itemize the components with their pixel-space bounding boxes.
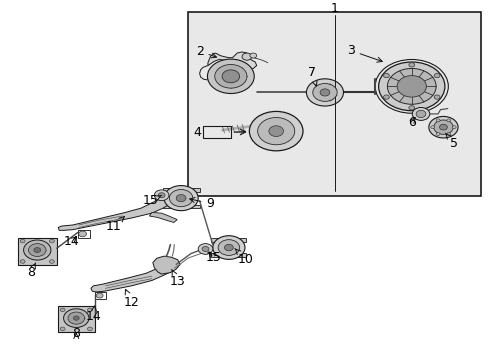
Circle shape (222, 70, 239, 83)
Polygon shape (162, 188, 199, 192)
Circle shape (415, 111, 425, 117)
Text: 14: 14 (85, 306, 101, 323)
Circle shape (87, 308, 92, 312)
Circle shape (320, 89, 329, 96)
Text: 8: 8 (27, 263, 36, 279)
Polygon shape (162, 204, 199, 208)
Circle shape (408, 63, 414, 67)
Text: 1: 1 (330, 3, 338, 15)
Circle shape (212, 236, 244, 259)
Circle shape (435, 119, 439, 122)
Circle shape (28, 244, 46, 256)
Polygon shape (18, 238, 57, 265)
Circle shape (396, 76, 426, 97)
Circle shape (49, 260, 54, 263)
Polygon shape (153, 256, 180, 274)
Text: 9: 9 (189, 197, 214, 210)
Text: 10: 10 (234, 248, 253, 266)
Circle shape (207, 59, 254, 94)
Circle shape (249, 112, 303, 151)
Circle shape (87, 327, 92, 330)
Polygon shape (58, 197, 172, 230)
Text: 4: 4 (193, 126, 201, 139)
Text: 15: 15 (142, 194, 161, 207)
Polygon shape (211, 238, 246, 242)
Circle shape (218, 240, 239, 256)
Circle shape (439, 124, 447, 130)
Circle shape (268, 126, 283, 136)
Circle shape (49, 239, 54, 243)
Polygon shape (207, 52, 256, 70)
Text: 5: 5 (445, 133, 457, 150)
Circle shape (435, 132, 439, 135)
Circle shape (154, 190, 168, 201)
Text: 7: 7 (307, 66, 316, 86)
Circle shape (378, 62, 444, 111)
Circle shape (169, 189, 192, 207)
Circle shape (20, 239, 25, 243)
Circle shape (163, 185, 198, 211)
Circle shape (257, 117, 294, 145)
Text: 3: 3 (346, 44, 382, 62)
Circle shape (73, 316, 79, 320)
Circle shape (312, 84, 336, 102)
Circle shape (430, 126, 434, 129)
Text: 13: 13 (169, 270, 185, 288)
Circle shape (63, 309, 89, 328)
Circle shape (383, 95, 388, 99)
Text: 12: 12 (123, 289, 139, 309)
Circle shape (446, 119, 450, 122)
Polygon shape (91, 267, 171, 292)
Circle shape (79, 231, 86, 237)
Circle shape (96, 293, 103, 298)
Polygon shape (211, 253, 246, 257)
Circle shape (428, 116, 457, 138)
Circle shape (306, 79, 343, 106)
Circle shape (20, 260, 25, 263)
Bar (203, 126, 231, 138)
Circle shape (383, 73, 388, 78)
Circle shape (386, 68, 435, 104)
Text: 2: 2 (195, 45, 216, 58)
Circle shape (158, 193, 164, 198)
Circle shape (451, 126, 455, 129)
Polygon shape (58, 306, 95, 332)
Circle shape (23, 240, 51, 260)
Circle shape (433, 95, 439, 99)
Circle shape (34, 248, 41, 253)
Circle shape (242, 53, 251, 60)
Circle shape (433, 120, 452, 134)
Circle shape (176, 194, 185, 202)
Circle shape (249, 53, 256, 58)
Circle shape (68, 312, 84, 324)
Circle shape (198, 244, 212, 255)
Circle shape (202, 247, 208, 252)
Text: 15: 15 (205, 251, 221, 265)
Circle shape (408, 106, 414, 110)
Circle shape (214, 64, 246, 88)
Polygon shape (149, 212, 177, 222)
Text: 11: 11 (106, 217, 124, 233)
Text: 14: 14 (63, 235, 79, 248)
Circle shape (60, 327, 65, 330)
Text: 6: 6 (407, 116, 415, 129)
Bar (188, 12, 480, 196)
Circle shape (433, 73, 439, 78)
Circle shape (60, 308, 65, 312)
Text: 8: 8 (72, 327, 80, 340)
Circle shape (446, 132, 450, 135)
Circle shape (224, 244, 233, 251)
Circle shape (411, 108, 429, 120)
